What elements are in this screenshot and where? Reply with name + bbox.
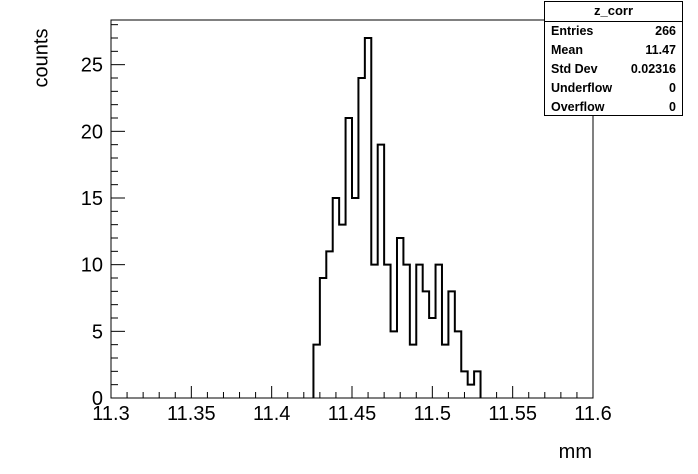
y-tick-label: 5 <box>92 321 103 343</box>
histogram-bin <box>410 345 416 398</box>
stats-value: 0 <box>669 100 676 114</box>
stats-value: 266 <box>655 24 676 38</box>
x-tick-label: 11.6 <box>574 403 611 425</box>
stats-box: z_corr Entries 266 Mean 11.47 Std Dev 0.… <box>544 1 683 116</box>
stats-label: Underflow <box>551 81 613 95</box>
stats-row-mean: Mean 11.47 <box>545 41 682 60</box>
x-tick-label: 11.4 <box>253 403 290 425</box>
stats-value: 0 <box>669 81 676 95</box>
y-tick-label: 15 <box>81 188 103 210</box>
histogram-bin <box>468 385 474 398</box>
stats-label: Mean <box>551 43 583 57</box>
stats-row-std-dev: Std Dev 0.02316 <box>545 60 682 79</box>
histogram-bin <box>371 265 377 398</box>
stats-value: 11.47 <box>645 43 676 57</box>
stats-value: 0.02316 <box>630 62 676 76</box>
x-tick-label: 11.45 <box>328 403 377 425</box>
x-tick-label: 11.3 <box>92 403 129 425</box>
stats-label: Overflow <box>551 100 605 114</box>
stats-row-underflow: Underflow 0 <box>545 79 682 98</box>
x-tick-label: 11.5 <box>414 403 451 425</box>
stats-row-entries: Entries 266 <box>545 22 682 41</box>
y-axis-title: counts <box>30 29 52 88</box>
stats-label: Entries <box>551 24 594 38</box>
x-axis-title: mm <box>559 441 592 463</box>
stats-row-overflow: Overflow 0 <box>545 98 682 117</box>
y-tick-label: 0 <box>92 388 103 410</box>
x-tick-label: 11.35 <box>167 403 216 425</box>
histogram-bin <box>352 198 358 398</box>
histogram-bin <box>339 225 345 398</box>
y-tick-label: 20 <box>81 121 103 143</box>
histogram-bin <box>442 345 448 398</box>
histogram-outline <box>312 37 482 398</box>
y-tick-label: 10 <box>81 255 103 277</box>
stats-title: z_corr <box>545 2 682 22</box>
histogram-bin <box>391 331 397 398</box>
stats-label: Std Dev <box>551 62 598 76</box>
y-tick-label: 25 <box>81 55 103 77</box>
x-tick-label: 11.55 <box>488 403 537 425</box>
